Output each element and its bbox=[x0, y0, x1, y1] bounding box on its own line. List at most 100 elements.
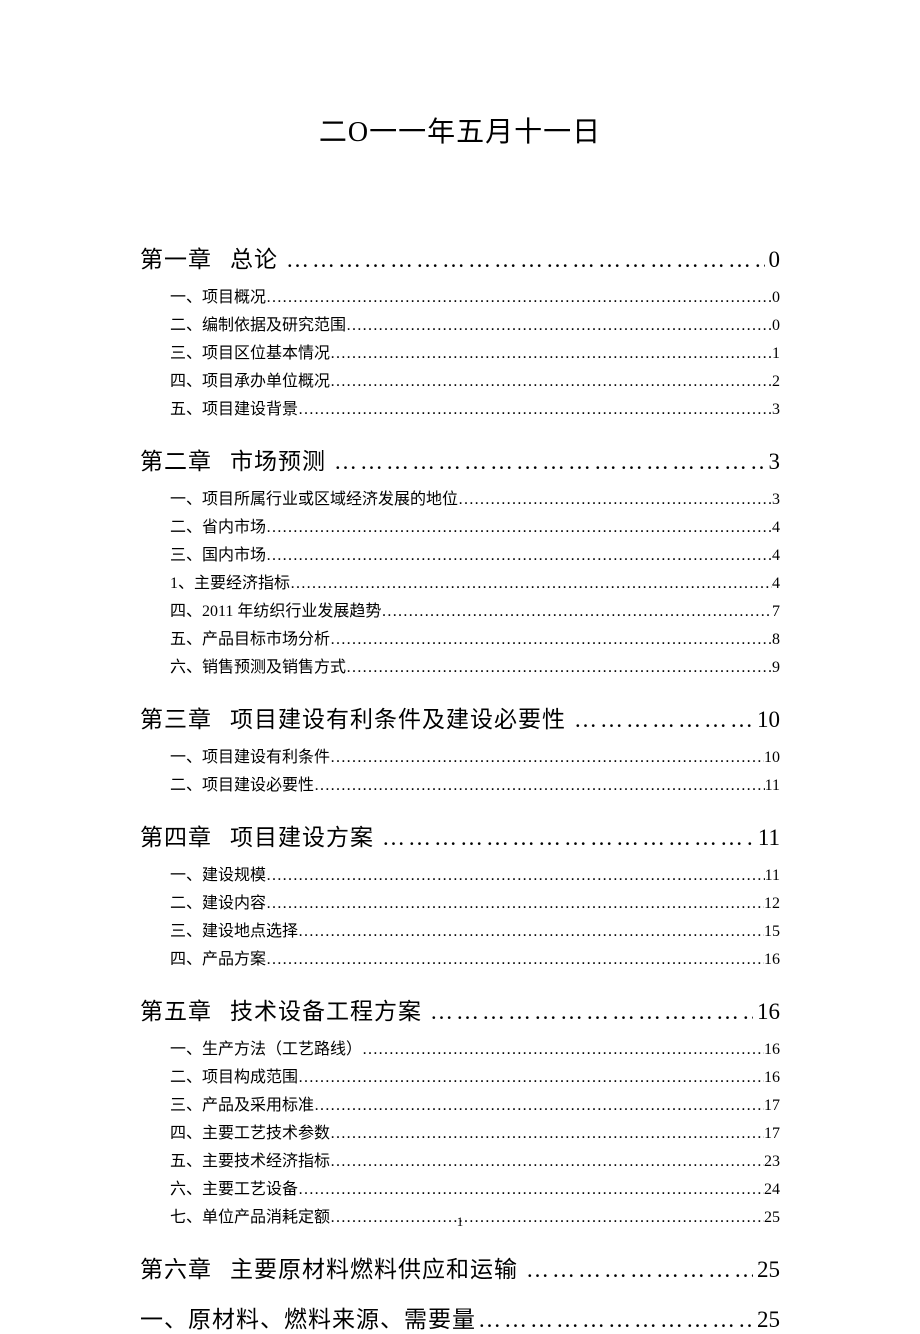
chapter-title: 总论 bbox=[230, 240, 278, 274]
sub-page: 3 bbox=[772, 486, 780, 514]
sub-label: 七、单位产品消耗定额 bbox=[170, 1204, 330, 1232]
sub-page: 8 bbox=[772, 626, 780, 654]
sub-label: 五、主要技术经济指标 bbox=[170, 1148, 330, 1176]
sub-label: 四、2011 年纺织行业发展趋势 bbox=[170, 598, 381, 626]
sub-page: 11 bbox=[765, 772, 780, 800]
sub-row: 一、建设规模…………………………………………………………………………………………… bbox=[170, 862, 780, 890]
leader-dots: …………………………………………………………………………………………………………… bbox=[286, 247, 765, 273]
sub-label: 二、建设内容 bbox=[170, 890, 266, 918]
leader-dots: …………………………………………………………………………………………………………… bbox=[330, 1148, 764, 1176]
sub-page: 17 bbox=[764, 1120, 780, 1148]
chapter-label: 第四章 bbox=[140, 818, 212, 852]
sub-row: 二、省内市场…………………………………………………………………………………………… bbox=[170, 514, 780, 542]
chapter-label: 第五章 bbox=[140, 992, 212, 1026]
leader-dots: …………………………………………………………………………………………………………… bbox=[314, 772, 765, 800]
sub-row: 四、产品方案…………………………………………………………………………………………… bbox=[170, 946, 780, 974]
sub-row: 二、编制依据及研究范围……………………………………………………………………………… bbox=[170, 312, 780, 340]
chapter-title: 技术设备工程方案 bbox=[230, 992, 422, 1026]
sub-page: 9 bbox=[772, 654, 780, 682]
chapter-title: 市场预测 bbox=[230, 442, 326, 476]
sub-label: 一、项目所属行业或区域经济发展的地位 bbox=[170, 486, 458, 514]
sub-label: 1、主要经济指标 bbox=[170, 570, 290, 598]
chapter-row: 第一章总论……………………………………………………………………………………………… bbox=[140, 240, 780, 274]
sub-row: 一、项目建设有利条件………………………………………………………………………………… bbox=[170, 744, 780, 772]
sub-row: 二、项目建设必要性…………………………………………………………………………………… bbox=[170, 772, 780, 800]
leader-dots: …………………………………………………………………………………………………………… bbox=[526, 1257, 753, 1283]
sub-label: 一、生产方法（工艺路线） bbox=[170, 1036, 362, 1064]
leader-dots: …………………………………………………………………………………………………………… bbox=[266, 514, 772, 542]
sub-page: 4 bbox=[772, 542, 780, 570]
sub-row: 五、项目建设背景……………………………………………………………………………………… bbox=[170, 396, 780, 424]
chapter-title: 项目建设方案 bbox=[230, 818, 374, 852]
sub-row: 三、国内市场…………………………………………………………………………………………… bbox=[170, 542, 780, 570]
sub-label: 一、项目建设有利条件 bbox=[170, 744, 330, 772]
leader-dots: …………………………………………………………………………………………………………… bbox=[266, 284, 772, 312]
leader-dots: …………………………………………………………………………………………………………… bbox=[330, 744, 764, 772]
sub-row: 一、项目所属行业或区域经济发展的地位…………………………………………………………… bbox=[170, 486, 780, 514]
leader-dots: …………………………………………………………………………………………………………… bbox=[574, 707, 753, 733]
leader-dots: …………………………………………………………………………………………………………… bbox=[430, 999, 753, 1025]
sub-label: 五、项目建设背景 bbox=[170, 396, 298, 424]
chapter-label: 第三章 bbox=[140, 700, 212, 734]
chapter-row: 第三章项目建设有利条件及建设必要性 ……………………………………………………………… bbox=[140, 700, 780, 734]
sub-label: 二、编制依据及研究范围 bbox=[170, 312, 346, 340]
sub-row: 五、产品目标市场分析………………………………………………………………………………… bbox=[170, 626, 780, 654]
sub-page: 15 bbox=[764, 918, 780, 946]
sub-row: 三、产品及采用标准…………………………………………………………………………………… bbox=[170, 1092, 780, 1120]
chapter-row: 第六章主要原材料燃料供应和运输…………………………………………………………………… bbox=[140, 1250, 780, 1284]
sub-page: 16 bbox=[764, 946, 780, 974]
sub-label: 六、销售预测及销售方式 bbox=[170, 654, 346, 682]
sub-page: 1 bbox=[772, 340, 780, 368]
sub-label: 三、建设地点选择 bbox=[170, 918, 298, 946]
chapter-title: 项目建设有利条件及建设必要性 bbox=[230, 700, 566, 734]
leader-dots: …………………………………………………………………………………………………………… bbox=[266, 542, 772, 570]
sub-label: 三、产品及采用标准 bbox=[170, 1092, 314, 1120]
sub-label: 四、主要工艺技术参数 bbox=[170, 1120, 330, 1148]
leader-dots: …………………………………………………………………………………………………………… bbox=[346, 312, 772, 340]
sub-row: 七、单位产品消耗定额………………………………………………………………………………… bbox=[170, 1204, 780, 1232]
sub-row: 四、2011 年纺织行业发展趋势………………………………………………………………… bbox=[170, 598, 780, 626]
sub-page: 11 bbox=[765, 862, 780, 890]
leader-dots: …………………………………………………………………………………………………………… bbox=[298, 396, 772, 424]
sub-page: 23 bbox=[764, 1148, 780, 1176]
sub-label: 一、建设规模 bbox=[170, 862, 266, 890]
leader-dots: …………………………………………………………………………………………………………… bbox=[290, 570, 772, 598]
sub-label: 一、项目概况 bbox=[170, 284, 266, 312]
content-container: 二O一一年五月十一日 第一章总论………………………………………………………………… bbox=[140, 110, 780, 1334]
table-of-contents: 第一章总论……………………………………………………………………………………………… bbox=[140, 240, 780, 1334]
leader-dots: …………………………………………………………………………………………………………… bbox=[330, 626, 772, 654]
sub-row: 三、建设地点选择……………………………………………………………………………………… bbox=[170, 918, 780, 946]
chapter-page: 11 bbox=[758, 825, 780, 851]
sub-page: 10 bbox=[764, 744, 780, 772]
chapter-row: 第五章技术设备工程方案 ……………………………………………………………………………… bbox=[140, 992, 780, 1026]
chapter-row: 第二章市场预测………………………………………………………………………………………… bbox=[140, 442, 780, 476]
sub-row: 1、主要经济指标……………………………………………………………………………………… bbox=[170, 570, 780, 598]
sub-page: 4 bbox=[772, 570, 780, 598]
leader-dots: …………………………………………………………………………………………………………… bbox=[298, 1064, 764, 1092]
leader-dots: …………………………………………………………………………………………………………… bbox=[298, 1176, 764, 1204]
leader-dots: …………………………………………………………………………………………………………… bbox=[330, 368, 772, 396]
chapter-page: 10 bbox=[757, 707, 780, 733]
sub-row: 四、项目承办单位概况………………………………………………………………………………… bbox=[170, 368, 780, 396]
sub-row: 五、主要技术经济指标………………………………………………………………………………… bbox=[170, 1148, 780, 1176]
sub-label: 四、产品方案 bbox=[170, 946, 266, 974]
chapter-alt-page: 25 bbox=[757, 1307, 780, 1333]
leader-dots: …………………………………………………………………………………………………………… bbox=[458, 486, 772, 514]
sub-row: 四、主要工艺技术参数………………………………………………………………………………… bbox=[170, 1120, 780, 1148]
sub-page: 2 bbox=[772, 368, 780, 396]
sub-page: 16 bbox=[764, 1064, 780, 1092]
leader-dots: …………………………………………………………………………………………………………… bbox=[330, 1120, 764, 1148]
sub-row: 一、生产方法（工艺路线）…………………………………………………………………………… bbox=[170, 1036, 780, 1064]
leader-dots: …………………………………………………………………………………………………………… bbox=[266, 862, 765, 890]
chapter-row: 第四章项目建设方案…………………………………………………………………………………… bbox=[140, 818, 780, 852]
sub-page: 17 bbox=[764, 1092, 780, 1120]
chapter-page: 0 bbox=[769, 247, 781, 273]
leader-dots: …………………………………………………………………………………………………………… bbox=[478, 1307, 755, 1333]
chapter-label: 第二章 bbox=[140, 442, 212, 476]
chapter-page: 25 bbox=[757, 1257, 780, 1283]
chapter-alt-label: 一、原材料、燃料来源、需要量 bbox=[140, 1300, 476, 1334]
sub-page: 16 bbox=[764, 1036, 780, 1064]
document-title: 二O一一年五月十一日 bbox=[140, 110, 780, 150]
sub-page: 0 bbox=[772, 312, 780, 340]
leader-dots: …………………………………………………………………………………………………………… bbox=[362, 1036, 764, 1064]
